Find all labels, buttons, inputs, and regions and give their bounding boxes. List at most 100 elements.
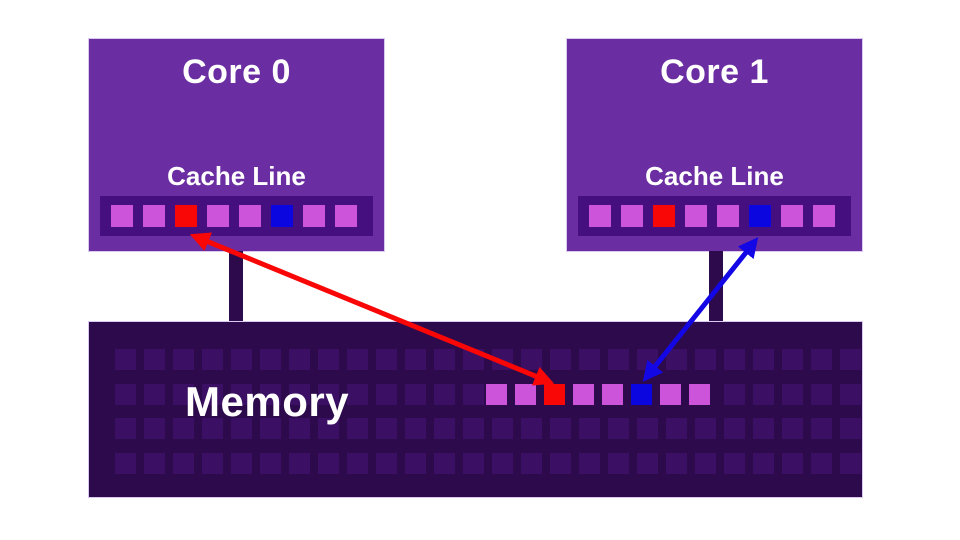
memory-cell: [753, 349, 774, 370]
memory-cacheline-cell-violet: [573, 384, 594, 405]
memory-cacheline-cell-blue: [631, 384, 652, 405]
memory-cell: [202, 453, 223, 474]
memory-cell: [840, 349, 861, 370]
memory-cell: [521, 349, 542, 370]
memory-cell: [753, 453, 774, 474]
memory-cell: [376, 453, 397, 474]
cache-cell-violet: [717, 205, 739, 227]
cache-cell-violet: [813, 205, 835, 227]
memory-cell: [318, 384, 339, 405]
core0-title: Core 0: [182, 53, 291, 91]
memory-cell: [811, 349, 832, 370]
memory-cell: [405, 384, 426, 405]
memory-cell: [144, 384, 165, 405]
memory-cell: [637, 418, 658, 439]
memory-cell: [753, 384, 774, 405]
memory-cell: [318, 453, 339, 474]
memory-cell: [405, 453, 426, 474]
memory-cell: [202, 384, 223, 405]
memory-cell: [608, 453, 629, 474]
memory-cell: [608, 349, 629, 370]
memory-cell: [695, 349, 716, 370]
memory-cell: [231, 384, 252, 405]
memory-cacheline-cell-violet: [602, 384, 623, 405]
memory-cell: [753, 418, 774, 439]
core1-title: Core 1: [660, 53, 769, 91]
cache-cell-violet: [621, 205, 643, 227]
memory-cacheline-cell-violet: [689, 384, 710, 405]
memory-cell: [376, 418, 397, 439]
memory-cell: [492, 349, 513, 370]
memory-cell: [347, 453, 368, 474]
memory-cell: [405, 349, 426, 370]
cache-cell-violet: [335, 205, 357, 227]
memory-cell: [608, 418, 629, 439]
memory-cell: [434, 384, 455, 405]
memory-cell: [724, 418, 745, 439]
memory-box: Memory: [88, 321, 863, 498]
memory-cacheline-cell-red: [544, 384, 565, 405]
core1-box: Core 1 Cache Line: [566, 38, 863, 252]
memory-cell: [724, 453, 745, 474]
memory-cell: [463, 349, 484, 370]
cache-cell-violet: [111, 205, 133, 227]
memory-cell: [115, 453, 136, 474]
memory-cell: [550, 349, 571, 370]
memory-cell: [463, 418, 484, 439]
memory-cell: [318, 418, 339, 439]
cache-cell-violet: [685, 205, 707, 227]
memory-cell: [782, 453, 803, 474]
core0-cache-line-strip: [100, 196, 373, 236]
memory-cell: [840, 418, 861, 439]
memory-cell: [811, 384, 832, 405]
memory-cell: [347, 349, 368, 370]
memory-cell: [173, 453, 194, 474]
memory-cell: [173, 418, 194, 439]
memory-cell: [637, 453, 658, 474]
cache-cell-violet: [207, 205, 229, 227]
core1-cache-line-label: Cache Line: [645, 161, 784, 191]
memory-cell: [260, 349, 281, 370]
memory-cell: [231, 453, 252, 474]
cache-cell-violet: [303, 205, 325, 227]
memory-cell: [492, 453, 513, 474]
memory-cell: [782, 384, 803, 405]
memory-cell: [202, 349, 223, 370]
cache-cell-red: [653, 205, 675, 227]
memory-cell: [231, 418, 252, 439]
memory-cell: [376, 349, 397, 370]
memory-cell: [144, 349, 165, 370]
cache-cell-violet: [781, 205, 803, 227]
core1-memory-bus: [709, 251, 723, 323]
cache-cell-red: [175, 205, 197, 227]
memory-cell: [434, 349, 455, 370]
memory-cell: [347, 418, 368, 439]
memory-cell: [695, 418, 716, 439]
memory-cell: [144, 418, 165, 439]
memory-cell: [724, 384, 745, 405]
memory-cell: [434, 418, 455, 439]
core0-memory-bus: [229, 251, 243, 323]
memory-cacheline-cell-violet: [660, 384, 681, 405]
memory-cell: [782, 349, 803, 370]
memory-cell: [289, 453, 310, 474]
memory-cell: [115, 418, 136, 439]
core0-cache-line-label: Cache Line: [167, 161, 306, 191]
memory-cell: [289, 349, 310, 370]
memory-cell: [666, 453, 687, 474]
memory-cell: [173, 384, 194, 405]
memory-cell: [289, 418, 310, 439]
memory-cell: [840, 384, 861, 405]
cache-cell-blue: [749, 205, 771, 227]
cache-cell-violet: [239, 205, 261, 227]
memory-cell: [231, 349, 252, 370]
memory-cacheline-cell-violet: [486, 384, 507, 405]
memory-cell: [289, 384, 310, 405]
memory-cell: [666, 418, 687, 439]
memory-cell: [811, 453, 832, 474]
memory-cell: [724, 349, 745, 370]
memory-cell: [405, 418, 426, 439]
memory-cell: [840, 453, 861, 474]
memory-cell: [434, 453, 455, 474]
